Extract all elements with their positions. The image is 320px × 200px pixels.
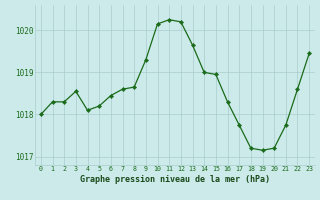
X-axis label: Graphe pression niveau de la mer (hPa): Graphe pression niveau de la mer (hPa) xyxy=(80,175,270,184)
